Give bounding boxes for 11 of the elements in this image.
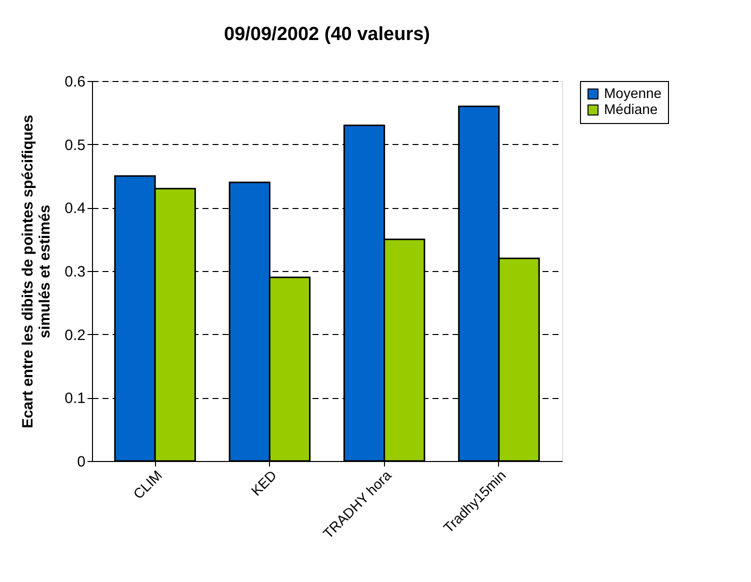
chart-title: 09/09/2002 (40 valeurs)	[224, 24, 430, 45]
legend-label: Moyenne	[604, 85, 662, 101]
y-tick-label: 0.6	[64, 74, 86, 90]
y-tick-label: 0.5	[64, 136, 86, 154]
y-axis-title: Ecart entre les dibits de pointes spécifiques simulés et estimés	[20, 114, 54, 428]
y-tick-label: 0.2	[64, 326, 86, 344]
y-tick-label: 0.4	[64, 200, 86, 218]
legend-label: Médiane	[604, 101, 658, 117]
y-tick-label: 0.1	[64, 390, 86, 408]
y-tick-label: 0	[77, 454, 86, 470]
y-tick-label: 0.3	[64, 264, 86, 280]
